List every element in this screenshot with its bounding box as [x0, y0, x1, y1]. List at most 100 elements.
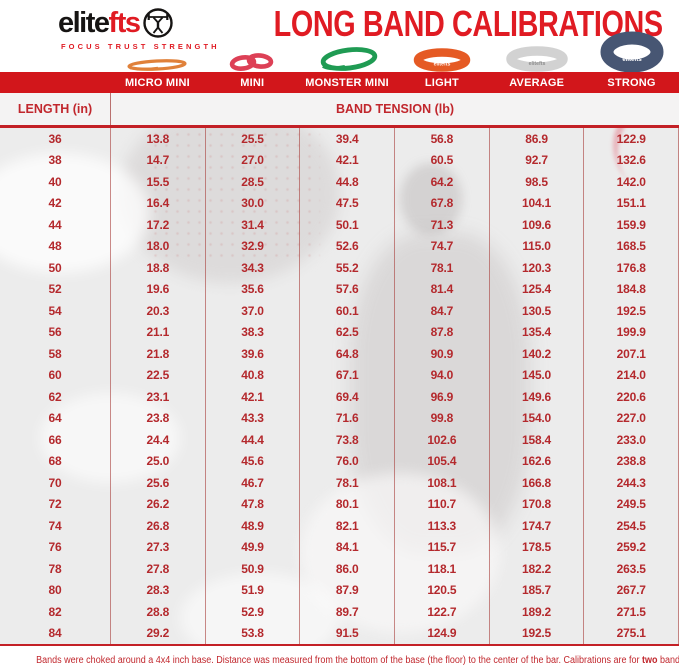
tension-cell: 18.8 [110, 257, 205, 279]
table-row: 76 27.3 49.9 84.1 115.7 178.5 259.2 [0, 536, 679, 558]
tension-cell: 89.7 [299, 601, 394, 623]
mini-band-icon [230, 53, 274, 71]
tension-cell: 113.3 [394, 515, 489, 537]
light-band-icon: elitefts [413, 48, 471, 72]
length-cell: 38 [48, 153, 62, 168]
tension-cell: 162.6 [488, 450, 584, 472]
tension-cell: 42.1 [299, 149, 394, 171]
tension-cell: 50.9 [204, 558, 300, 580]
strong-band-icon: elitefts [600, 31, 664, 72]
tension-cell: 43.3 [204, 407, 300, 429]
tension-cell: 185.7 [488, 579, 584, 601]
table-row: 82 28.8 52.9 89.7 122.7 189.2 271.5 [0, 601, 679, 623]
tension-cell: 244.3 [583, 472, 679, 494]
tension-cell: 109.6 [488, 214, 584, 236]
tension-cell: 62.5 [299, 321, 394, 343]
tension-cell: 76.0 [299, 450, 394, 472]
tension-cell: 142.0 [583, 171, 679, 193]
tension-cell: 108.1 [394, 472, 489, 494]
table-row: 74 26.8 48.9 82.1 113.3 174.7 254.5 [0, 515, 679, 537]
tension-cell: 52.9 [204, 601, 300, 623]
length-cell: 72 [48, 497, 62, 512]
table-row: 54 20.3 37.0 60.1 84.7 130.5 192.5 [0, 300, 679, 322]
tension-cell: 102.6 [394, 429, 489, 451]
tension-cell: 38.3 [204, 321, 300, 343]
tension-cell: 45.6 [204, 450, 300, 472]
length-cell: 80 [48, 583, 62, 598]
tension-cell: 53.8 [204, 622, 300, 644]
length-cell: 66 [48, 432, 62, 447]
tension-cell: 24.4 [110, 429, 205, 451]
logo-text-elite: elite [58, 6, 110, 39]
tension-cell: 20.3 [110, 300, 205, 322]
watermark-blob [120, 103, 340, 283]
tension-cell: 199.9 [583, 321, 679, 343]
tension-cell: 166.8 [488, 472, 584, 494]
tension-cell: 52.6 [299, 235, 394, 257]
length-cell: 54 [48, 303, 62, 318]
band-brand-text: elitefts [622, 57, 642, 63]
column-header-average: AVERAGE [509, 76, 565, 89]
length-cell: 64 [48, 411, 62, 426]
tension-cell: 60.1 [299, 300, 394, 322]
table-row: 58 21.8 39.6 64.8 90.9 140.2 207.1 [0, 343, 679, 365]
band-brand-text: elitefts [434, 62, 451, 68]
tension-cell: 149.6 [488, 386, 584, 408]
tension-cell: 44.4 [204, 429, 300, 451]
band-image-mini [205, 0, 300, 72]
tension-cell: 86.9 [488, 128, 584, 150]
tension-cell: 91.5 [299, 622, 394, 644]
tension-cell: 48.9 [204, 515, 300, 537]
logo-text-fts: fts [108, 6, 141, 39]
watermark-dots [150, 118, 320, 258]
table-row: 64 23.8 43.3 71.6 99.8 154.0 227.0 [0, 407, 679, 429]
tension-cell: 104.1 [488, 192, 584, 214]
footnote-bold-word: two [642, 655, 658, 666]
tension-cell: 71.6 [299, 407, 394, 429]
page-title-wrap: LONG BAND CALIBRATIONS [225, 6, 663, 42]
length-cell: 68 [48, 454, 62, 469]
tension-cell: 120.5 [394, 579, 489, 601]
tension-cell: 158.4 [488, 429, 584, 451]
tension-cell: 29.2 [110, 622, 205, 644]
tension-cell: 25.0 [110, 450, 205, 472]
footnote-text-end: bands. [659, 655, 679, 666]
tension-cell: 249.5 [583, 493, 679, 515]
column-header-monster-mini: MONSTER MINI [305, 76, 389, 89]
length-header: LENGTH (in) [17, 102, 93, 116]
micro-mini-band-icon [127, 59, 187, 71]
tension-cell: 159.9 [583, 214, 679, 236]
length-cell: 44 [48, 217, 62, 232]
length-cell: 36 [48, 131, 62, 146]
tension-cell: 192.5 [583, 300, 679, 322]
tension-cell: 82.1 [299, 515, 394, 537]
length-cell: 48 [48, 239, 62, 254]
band-image-strong: elitefts [584, 0, 679, 72]
tension-cell: 189.2 [488, 601, 584, 623]
length-cell: 52 [48, 282, 62, 297]
tension-cell: 14.7 [110, 149, 205, 171]
tension-cell: 170.8 [488, 493, 584, 515]
tension-cell: 55.2 [299, 257, 394, 279]
column-header-strong: STRONG [607, 76, 656, 89]
band-image-monster-mini [300, 0, 395, 72]
length-cell: 82 [48, 604, 62, 619]
tension-cell: 259.2 [583, 536, 679, 558]
tension-cell: 130.5 [488, 300, 584, 322]
tension-cell: 174.7 [488, 515, 584, 537]
length-cell: 74 [48, 518, 62, 533]
column-header-bar: MICRO MINI MINI MONSTER MINI LIGHT AVERA… [0, 72, 679, 93]
table-row: 44 17.2 31.4 50.1 71.3 109.6 159.9 [0, 214, 679, 236]
table-row: 38 14.7 27.0 42.1 60.5 92.7 132.6 [0, 149, 679, 171]
table-row: 40 15.5 28.5 44.8 64.2 98.5 142.0 [0, 171, 679, 193]
tension-cell: 238.8 [583, 450, 679, 472]
tension-cell: 120.3 [488, 257, 584, 279]
band-image-average: elitefts [489, 0, 584, 72]
footnote-text: Bands were choked around a 4x4 inch base… [36, 655, 642, 666]
table-row: 84 29.2 53.8 91.5 124.9 192.5 275.1 [0, 622, 679, 644]
tension-cell: 78.1 [299, 472, 394, 494]
tension-cell: 26.2 [110, 493, 205, 515]
table-row: 62 23.1 42.1 69.4 96.9 149.6 220.6 [0, 386, 679, 408]
tension-cell: 73.8 [299, 429, 394, 451]
tension-cell: 13.8 [110, 128, 205, 150]
